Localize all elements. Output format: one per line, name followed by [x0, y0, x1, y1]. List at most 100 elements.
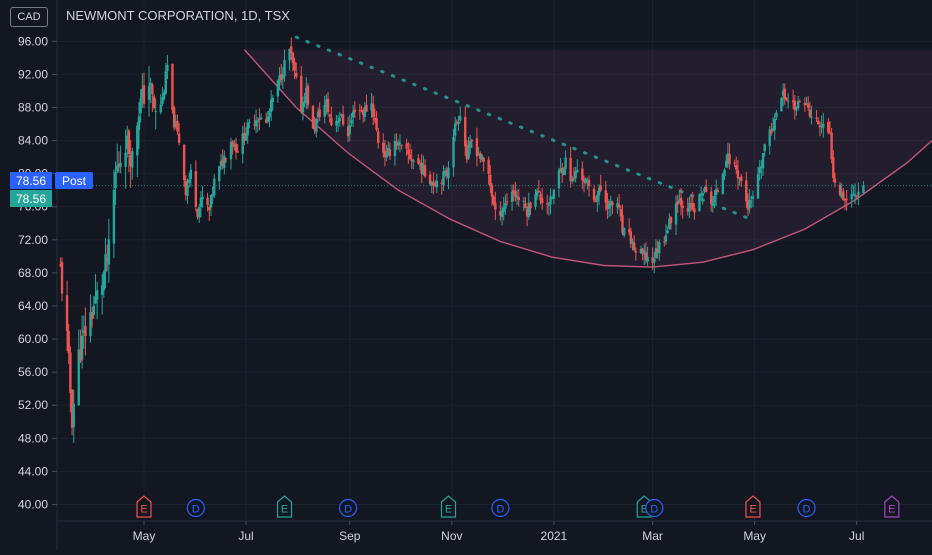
candle-body-down	[346, 126, 350, 137]
earnings-marker[interactable]: E	[884, 495, 900, 518]
dividend-icon	[491, 498, 510, 518]
candle-body-down	[172, 107, 176, 128]
candle-body-up	[447, 167, 450, 179]
candle-body-up	[761, 153, 765, 169]
candle-body-up	[469, 141, 472, 148]
dividend-marker[interactable]: D	[491, 498, 510, 518]
candle-body-up	[643, 250, 646, 255]
dividend-marker[interactable]: D	[186, 498, 205, 518]
candle-body-down	[291, 52, 295, 64]
candle-body-down	[716, 190, 720, 193]
price-tick-label: 96.00	[18, 34, 48, 48]
candle-body-up	[166, 65, 169, 72]
candle-body-up	[442, 171, 445, 186]
candle-body-down	[746, 200, 750, 210]
dividend-marker[interactable]: D	[797, 498, 816, 518]
candle-body-up	[551, 198, 554, 200]
candle-body-up	[674, 203, 678, 225]
candle-body-down	[686, 208, 689, 212]
candle-body-up	[271, 97, 275, 103]
candle-body-down	[360, 110, 363, 112]
currency-badge[interactable]: CAD	[10, 7, 48, 27]
candle-body-down	[264, 119, 268, 123]
candle-body-down	[388, 149, 392, 156]
candle-body-down	[475, 138, 479, 157]
candle-body-down	[793, 100, 797, 111]
dividend-marker[interactable]: D	[645, 498, 664, 518]
candle-body-up	[853, 194, 857, 196]
candle-body-up	[259, 117, 263, 120]
candle-body-down	[806, 103, 810, 108]
candle-body-up	[186, 185, 189, 196]
candle-body-down	[184, 180, 188, 195]
price-axis[interactable]: 40.00 44.00 48.00 52.00 56.00 60.00 64.00 68.00…	[18, 34, 57, 511]
candle-body-down	[842, 191, 845, 201]
candle-body-down	[293, 61, 296, 71]
candle-body-up	[666, 230, 669, 233]
earnings-marker[interactable]: E	[440, 495, 457, 518]
candle-body-up	[571, 177, 574, 182]
earnings-marker[interactable]: E	[276, 495, 293, 518]
candle-body-down	[529, 202, 532, 209]
candle-body-up	[467, 145, 470, 159]
candle-body-up	[760, 166, 763, 169]
candle-body-down	[432, 182, 435, 186]
pattern-zone-fill	[244, 49, 932, 268]
earnings-icon	[745, 495, 761, 518]
candle-body-up	[597, 187, 601, 196]
candle-body-down	[318, 109, 321, 118]
candle-body-up	[773, 118, 776, 131]
candle-body-up	[443, 171, 447, 173]
candle-body-up	[269, 99, 273, 113]
candle-body-up	[100, 285, 104, 295]
earnings-icon	[136, 495, 152, 518]
time-tick-label: Nov	[441, 529, 462, 543]
candle-body-down	[830, 132, 833, 160]
candle-body-up	[631, 240, 634, 244]
candle-body-up	[162, 92, 166, 100]
candle-body-up	[664, 235, 668, 242]
candle-body-down	[621, 215, 624, 233]
earnings-marker[interactable]: E	[136, 495, 152, 518]
candle-body-down	[306, 85, 310, 105]
candle-body-down	[455, 121, 459, 123]
candle-body-up	[161, 97, 164, 105]
candle-body-down	[627, 229, 631, 233]
candle-body-down	[177, 133, 181, 143]
candle-body-down	[676, 201, 679, 205]
candle-body-down	[67, 330, 70, 354]
candle-body-up	[422, 164, 425, 175]
post-tag-price: 78.56	[16, 174, 46, 188]
candle-body-up	[198, 207, 201, 218]
candle-body-up	[283, 60, 286, 77]
candle-body-up	[763, 144, 766, 152]
candle-body-up	[278, 75, 281, 83]
candle-body-down	[482, 157, 485, 162]
candle-body-up	[852, 193, 855, 195]
earnings-marker[interactable]: E	[745, 495, 761, 518]
earnings-icon	[884, 495, 900, 518]
dividend-marker[interactable]: D	[339, 498, 358, 518]
candle-body-up	[678, 199, 681, 203]
candle-body-up	[477, 155, 480, 157]
candle-body-down	[617, 205, 621, 208]
time-axis[interactable]: May Jul Sep Nov 2021 Mar May Jul	[133, 521, 865, 543]
candle-body-up	[248, 122, 251, 124]
candle-body-down	[70, 389, 74, 428]
price-tick-label: 72.00	[18, 233, 48, 247]
candle-body-up	[147, 85, 151, 100]
candle-body-down	[494, 202, 497, 210]
candle-body-up	[725, 160, 728, 168]
candle-body-up	[351, 111, 355, 118]
candle-body-up	[748, 199, 751, 208]
candle-body-down	[546, 203, 549, 205]
candle-body-up	[254, 120, 258, 127]
dividend-icon	[645, 498, 664, 518]
candle-body-up	[305, 87, 308, 104]
candle-body-up	[616, 203, 619, 208]
candle-body-up	[701, 193, 704, 196]
candle-body-down	[295, 72, 298, 77]
candle-body-down	[279, 74, 283, 81]
